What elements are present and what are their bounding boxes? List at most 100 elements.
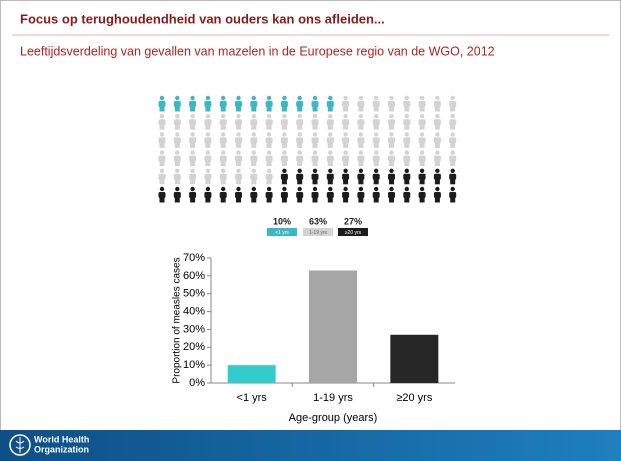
icon-legs [190, 124, 196, 130]
person-icon [311, 114, 319, 130]
icon-body [433, 155, 441, 162]
x-tick-label: ≥20 yrs [396, 392, 432, 404]
icon-body [158, 137, 166, 144]
icon-legs [174, 106, 180, 112]
person-icon [357, 168, 365, 185]
icon-body [296, 173, 304, 180]
icon-body [280, 101, 288, 107]
person-icon [357, 95, 365, 112]
icon-head [175, 150, 180, 155]
icon-head [236, 95, 241, 101]
icon-body [342, 101, 350, 107]
icon-head [404, 168, 409, 173]
person-icon [265, 168, 273, 185]
icon-legs [373, 161, 379, 167]
footer-band [0, 430, 621, 461]
icon-legs [312, 161, 318, 167]
icon-head [221, 132, 226, 137]
icon-body [418, 101, 426, 107]
icon-legs [236, 197, 241, 203]
icon-legs [404, 197, 410, 203]
person-icon [388, 132, 395, 148]
person-icon [433, 150, 441, 167]
icon-legs [236, 142, 241, 148]
y-tick-label: 70% [183, 252, 205, 264]
icon-head [190, 114, 195, 119]
logo-text: World Health [34, 434, 89, 444]
icon-head [159, 132, 165, 137]
icon-legs [281, 197, 287, 203]
icon-legs [190, 106, 196, 112]
icon-body [265, 137, 273, 144]
icon-legs [205, 106, 211, 112]
icon-body [250, 101, 258, 107]
icon-legs [327, 161, 333, 167]
icon-legs [190, 197, 196, 203]
person-icon [403, 168, 411, 185]
icon-head [435, 168, 440, 173]
person-icon [189, 150, 197, 167]
icon-body [388, 192, 395, 198]
icon-head [205, 186, 211, 192]
icon-legs [434, 106, 440, 112]
icon-legs [251, 197, 257, 203]
icon-legs [343, 161, 349, 167]
icon-head [343, 150, 348, 155]
icon-head [297, 168, 302, 173]
icon-body [265, 101, 273, 107]
person-icon [433, 95, 441, 112]
icon-body [326, 101, 334, 107]
person-icon [280, 132, 288, 148]
icon-head [251, 168, 256, 173]
person-icon [326, 150, 334, 167]
icon-legs [389, 197, 394, 203]
person-icon [158, 150, 166, 167]
person-icon [296, 186, 304, 203]
icon-legs [174, 161, 180, 167]
icon-legs [205, 124, 211, 130]
y-tick-label: 50% [183, 288, 205, 300]
icon-body [357, 137, 365, 144]
person-icon [219, 150, 227, 167]
icon-legs [327, 142, 333, 148]
icon-head [358, 150, 364, 155]
person-icon [173, 132, 181, 148]
icon-head [266, 132, 272, 137]
icon-body [326, 155, 334, 162]
icon-legs [327, 124, 333, 130]
icon-legs [251, 161, 257, 167]
icon-head [328, 132, 333, 137]
icon-body [235, 155, 242, 162]
icon-body [357, 101, 365, 107]
icon-body [204, 173, 212, 180]
person-icon [296, 150, 304, 167]
person-icon [357, 150, 365, 167]
icon-body [280, 173, 288, 180]
icon-head [343, 168, 348, 173]
icon-legs [389, 106, 394, 112]
icon-body [204, 155, 212, 162]
icon-head [236, 186, 241, 192]
icon-legs [220, 197, 226, 203]
icon-body [388, 119, 395, 126]
icon-head [266, 186, 272, 192]
icon-head [328, 186, 333, 192]
person-icon [296, 132, 304, 148]
icon-body [158, 119, 166, 126]
icon-body [449, 173, 457, 180]
person-icon [433, 186, 441, 203]
icon-legs [450, 142, 456, 148]
icon-body [326, 137, 334, 144]
icon-body [173, 155, 181, 162]
icon-body [219, 101, 227, 107]
y-axis-label: Proportion of measles cases [172, 257, 183, 383]
person-icon [357, 186, 365, 203]
icon-legs [434, 142, 440, 148]
icon-head [175, 132, 180, 137]
icon-legs [419, 161, 425, 167]
icon-head [236, 114, 241, 119]
y-tick-label: 20% [183, 341, 205, 353]
icon-legs [266, 197, 272, 203]
icon-legs [358, 142, 364, 148]
icon-head [435, 95, 440, 101]
